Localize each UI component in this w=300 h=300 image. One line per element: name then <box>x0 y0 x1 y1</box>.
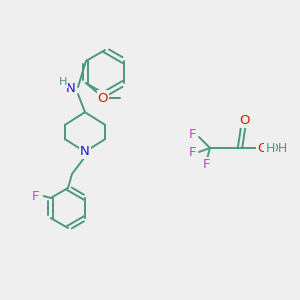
Text: O: O <box>239 113 249 127</box>
Text: O: O <box>257 142 267 154</box>
Text: F: F <box>203 158 211 172</box>
Text: F: F <box>189 128 197 142</box>
Text: N: N <box>66 82 76 94</box>
Text: N: N <box>80 145 90 158</box>
Text: F: F <box>32 190 39 202</box>
Text: O: O <box>98 92 108 104</box>
Text: H: H <box>265 142 275 154</box>
Text: OH: OH <box>268 142 287 154</box>
Text: F: F <box>188 146 196 158</box>
Text: H: H <box>59 77 67 87</box>
